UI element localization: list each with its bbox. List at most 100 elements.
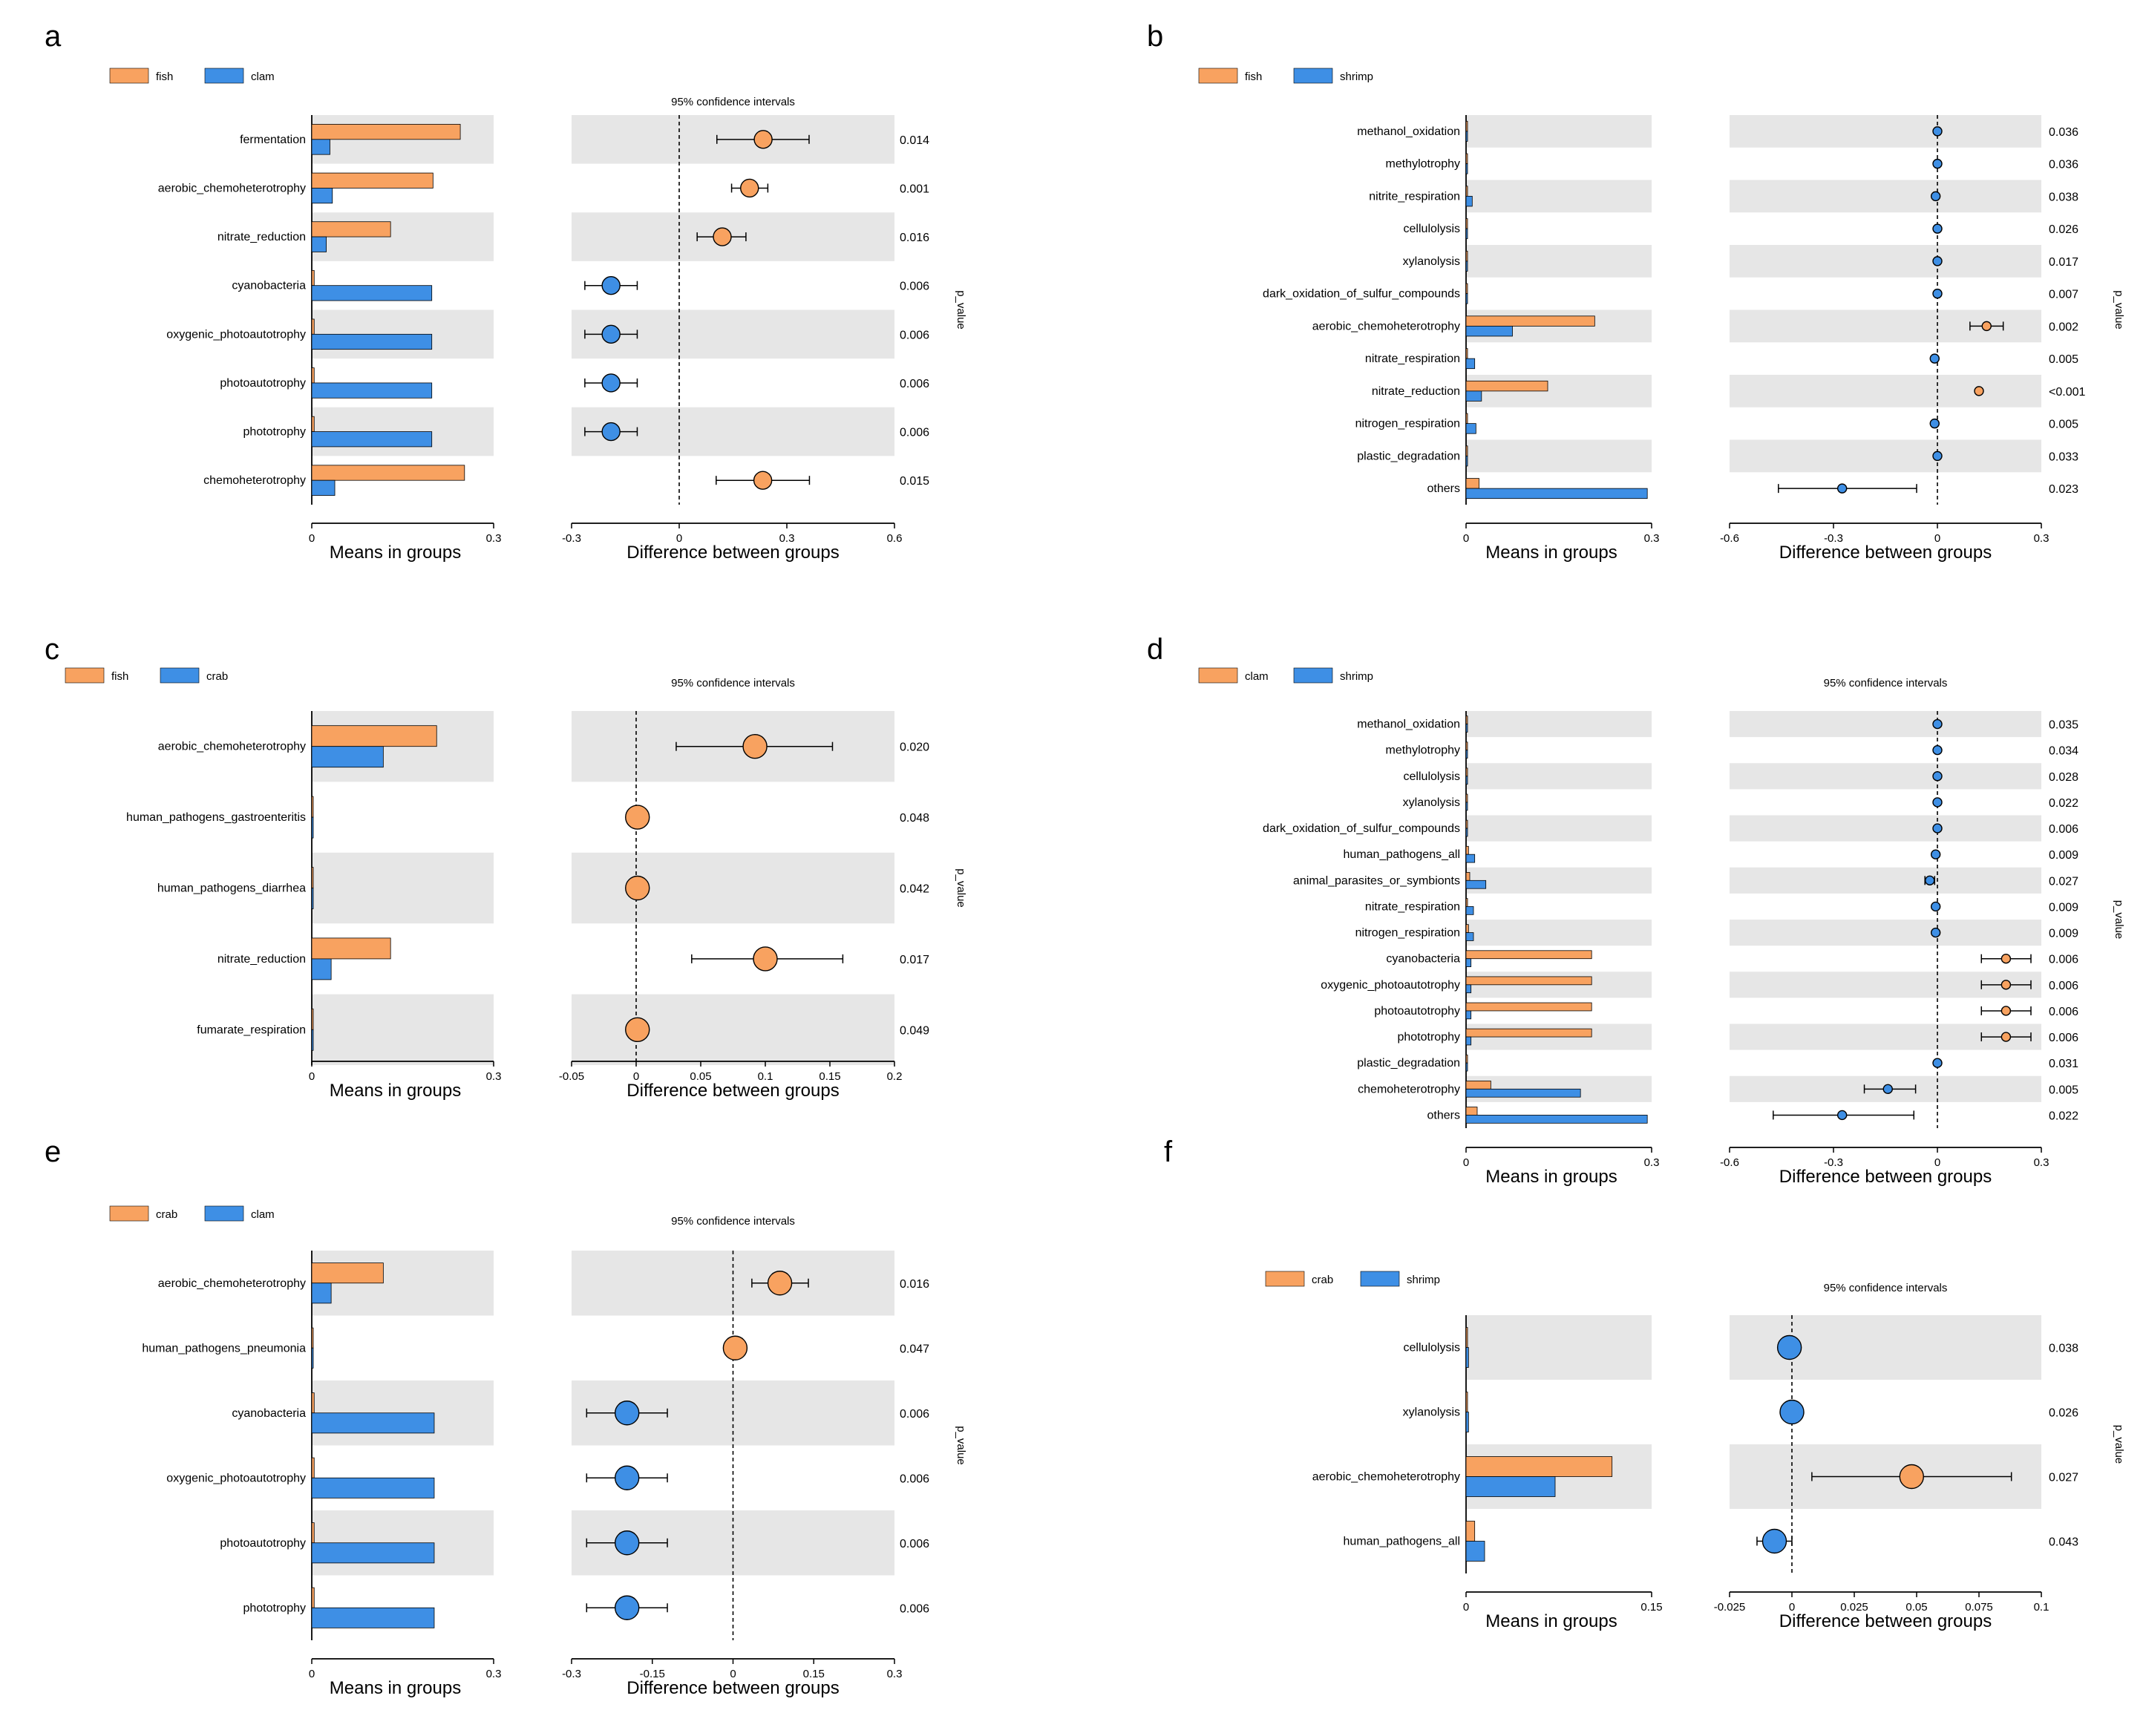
bar-clam (311, 1607, 435, 1628)
legend-label-clam: clam (251, 1208, 275, 1221)
bar-clam (1465, 1107, 1478, 1116)
bar-fish (311, 172, 434, 189)
diff-tick-label: -0.6 (1720, 1156, 1739, 1169)
category-label: cellulolysis (1404, 1342, 1460, 1355)
p-value: 0.006 (2049, 823, 2078, 836)
bar-fish (311, 796, 314, 818)
bar-clam (311, 1283, 332, 1304)
category-label: cyanobacteria (1386, 953, 1460, 966)
category-label: aerobic_chemoheterotrophy (158, 1277, 306, 1290)
diff-point (601, 422, 621, 442)
category-label: aerobic_chemoheterotrophy (1312, 320, 1460, 333)
diff-tick-label: 0 (1934, 1156, 1940, 1169)
bar-clam (1465, 1081, 1491, 1090)
bar-fish (1465, 413, 1468, 425)
category-label: oxygenic_photoautotrophy (166, 328, 306, 341)
means-tick-label: 0.3 (1644, 1156, 1660, 1169)
bar-crab (1465, 1521, 1476, 1542)
p-value: 0.006 (900, 1408, 929, 1421)
category-label: aerobic_chemoheterotrophy (158, 182, 306, 194)
p-value: <0.001 (2049, 386, 2085, 399)
diff-point (2001, 1006, 2012, 1016)
diff-tick-label: -0.05 (559, 1070, 584, 1083)
legend-swatch-crab (160, 667, 200, 684)
p-value-title: p_value (955, 868, 967, 908)
means-tick-label: 0 (309, 532, 315, 545)
panel-f: f crab shrimp 95% confidence intervals 0 0.15… (1164, 1136, 2125, 1631)
bar-clam (311, 479, 336, 496)
bar-crab (311, 1522, 315, 1544)
diff-point (1761, 1528, 1787, 1554)
ci-title: 95% confidence intervals (671, 677, 795, 690)
bar-fish (1465, 348, 1468, 359)
means-tick-label: 0 (1463, 1156, 1469, 1169)
diff-tick-label: 0.1 (758, 1070, 773, 1083)
diff-point (1929, 418, 1940, 429)
category-label: xylanolysis (1403, 796, 1460, 809)
bar-crab (311, 888, 314, 909)
diff-tick-label: 0.3 (2034, 532, 2050, 545)
category-label: photoautotrophy (1374, 1005, 1460, 1018)
bar-shrimp (1465, 1010, 1472, 1020)
p-value: 0.047 (900, 1343, 929, 1355)
diff-tick-label: 0 (730, 1668, 736, 1680)
category-label: phototrophy (243, 426, 306, 439)
bar-clam (311, 285, 433, 301)
diff-point (614, 1465, 640, 1490)
diff-point (1932, 1058, 1943, 1068)
diff-point (1932, 771, 1943, 782)
bar-fish (1465, 218, 1468, 229)
means-axis-title: Means in groups (330, 543, 461, 563)
diff-point (1932, 718, 1943, 730)
diff-point (614, 1595, 640, 1620)
diff-axis-title: Difference between groups (1779, 1611, 1992, 1631)
bar-shrimp (1465, 455, 1468, 467)
bar-shrimp (1465, 1541, 1485, 1562)
legend-swatch-clam (1198, 667, 1238, 684)
panel-a: a fish clam 95% confidence intervals 0 0.3 Mea… (45, 20, 967, 563)
bar-fish (1465, 186, 1468, 197)
bar-shrimp (1465, 261, 1468, 272)
bar-clam (311, 1542, 435, 1564)
diff-point (1882, 1084, 1893, 1095)
legend-swatch-crab (109, 1205, 149, 1222)
bar-crab (311, 1029, 314, 1051)
legend-swatch-fish (109, 68, 149, 84)
bar-shrimp (1465, 325, 1513, 337)
bar-shrimp (1465, 854, 1476, 863)
bar-clam (1465, 898, 1468, 907)
diff-point (1929, 353, 1940, 364)
bar-shrimp (1465, 724, 1468, 733)
diff-band (1730, 180, 2041, 213)
bar-shrimp (1465, 423, 1476, 434)
category-label: nitrogen_respiration (1355, 418, 1460, 430)
diff-tick-label: 0.15 (803, 1668, 825, 1680)
bar-shrimp (1465, 1412, 1469, 1432)
diff-tick-label: -0.15 (640, 1668, 665, 1680)
panel-c: c fish crab 95% confidence intervals 0 0.3 Mea… (45, 633, 967, 1101)
diff-point (1930, 927, 1941, 938)
p-value: 0.016 (900, 232, 929, 244)
diff-tick-label: 0.15 (819, 1070, 840, 1083)
p-value: 0.005 (2049, 1084, 2078, 1096)
means-tick-label: 0 (309, 1668, 315, 1680)
diff-tick-label: -0.3 (562, 532, 581, 545)
category-label: dark_oxidation_of_sulfur_compounds (1263, 288, 1460, 301)
category-label: human_pathogens_diarrhea (157, 882, 306, 895)
bar-fish (311, 367, 315, 384)
p-value: 0.028 (2049, 771, 2078, 784)
category-label: others (1427, 1109, 1460, 1121)
means-band (1466, 711, 1652, 738)
category-label: human_pathogens_all (1344, 848, 1460, 861)
bar-fish (1465, 120, 1468, 132)
category-label: nitrogen_respiration (1355, 927, 1460, 940)
means-tick-label: 0.3 (486, 532, 502, 545)
bar-fish (1465, 380, 1548, 392)
ci-title: 95% confidence intervals (671, 1215, 795, 1228)
bar-fish (311, 1008, 314, 1030)
means-tick-label: 0 (1463, 532, 1469, 545)
category-label: methylotrophy (1386, 158, 1461, 171)
bar-shrimp (1465, 984, 1472, 994)
bar-crab (311, 958, 332, 980)
legend-label-clam: clam (1245, 670, 1269, 683)
